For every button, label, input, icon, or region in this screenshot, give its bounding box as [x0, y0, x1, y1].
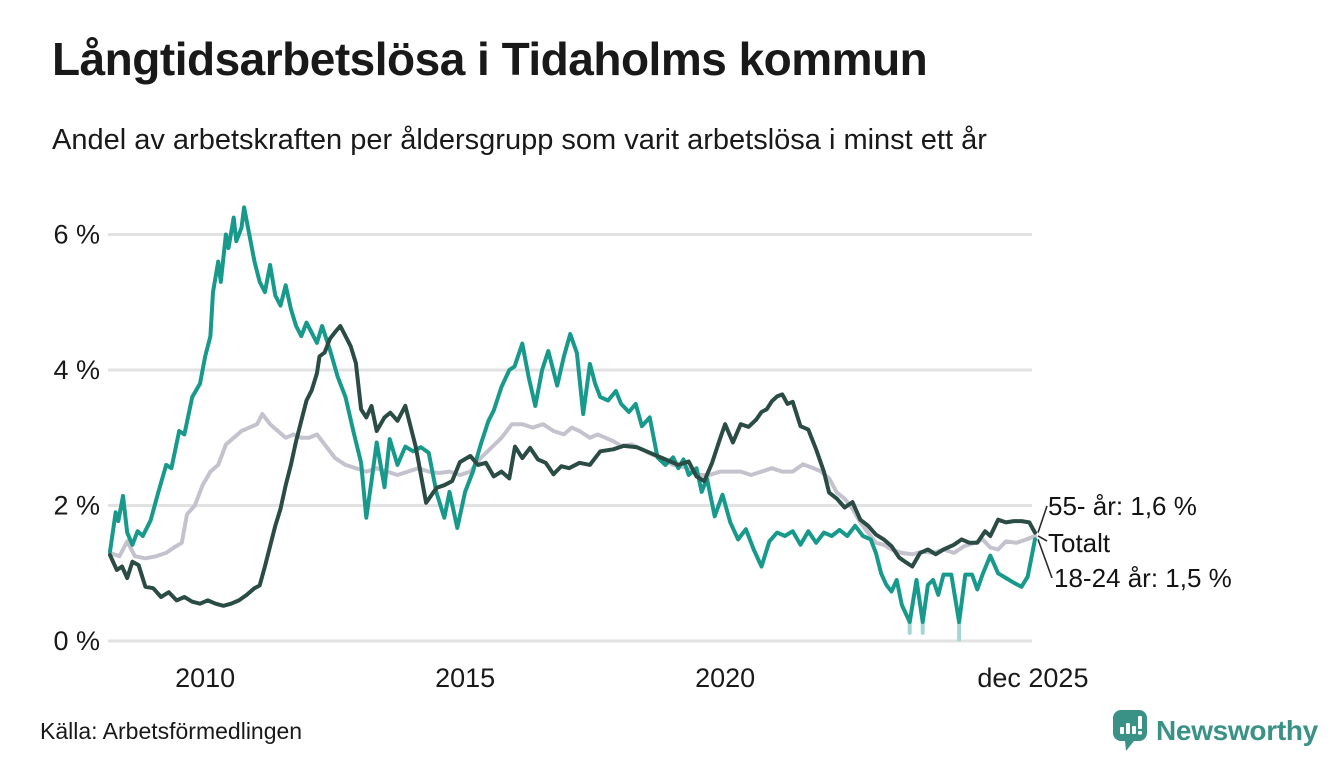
y-axis-tick-label: 6 %: [53, 220, 100, 250]
series-label-55-ar: 55- år: 1,6 %: [1048, 491, 1197, 521]
y-axis-tick-label: 4 %: [53, 355, 100, 385]
source-note: Källa: Arbetsförmedlingen: [40, 718, 303, 744]
x-axis-tick-label: 2020: [695, 663, 755, 693]
label-leader-line: [1037, 505, 1048, 533]
x-axis-tick-label: 2010: [175, 663, 235, 693]
series-label-totalt: Totalt: [1048, 528, 1111, 558]
series-label-18-24-ar: 18-24 år: 1,5 %: [1054, 563, 1232, 593]
x-axis-tick-label: dec 2025: [977, 663, 1088, 693]
newsworthy-bubble-chart-icon: [1113, 710, 1147, 751]
x-axis-tick-label: 2015: [435, 663, 495, 693]
newsworthy-wordmark: Newsworthy: [1156, 715, 1318, 746]
label-leader-line: [1037, 535, 1048, 542]
label-leader-line: [1037, 539, 1053, 579]
y-axis-tick-label: 2 %: [53, 491, 100, 521]
series-line-18-24år: [108, 205, 1037, 624]
page-subtitle: Andel av arbetskraften per åldersgrupp s…: [52, 124, 987, 156]
newsworthy-logo[interactable]: Newsworthy: [1113, 710, 1318, 752]
y-axis-tick-label: 0 %: [53, 626, 100, 656]
series-line-Totalt: [108, 412, 1037, 561]
series-line-55-år: [108, 324, 1037, 608]
page-title: Långtidsarbetslösa i Tidaholms kommun: [52, 33, 928, 85]
